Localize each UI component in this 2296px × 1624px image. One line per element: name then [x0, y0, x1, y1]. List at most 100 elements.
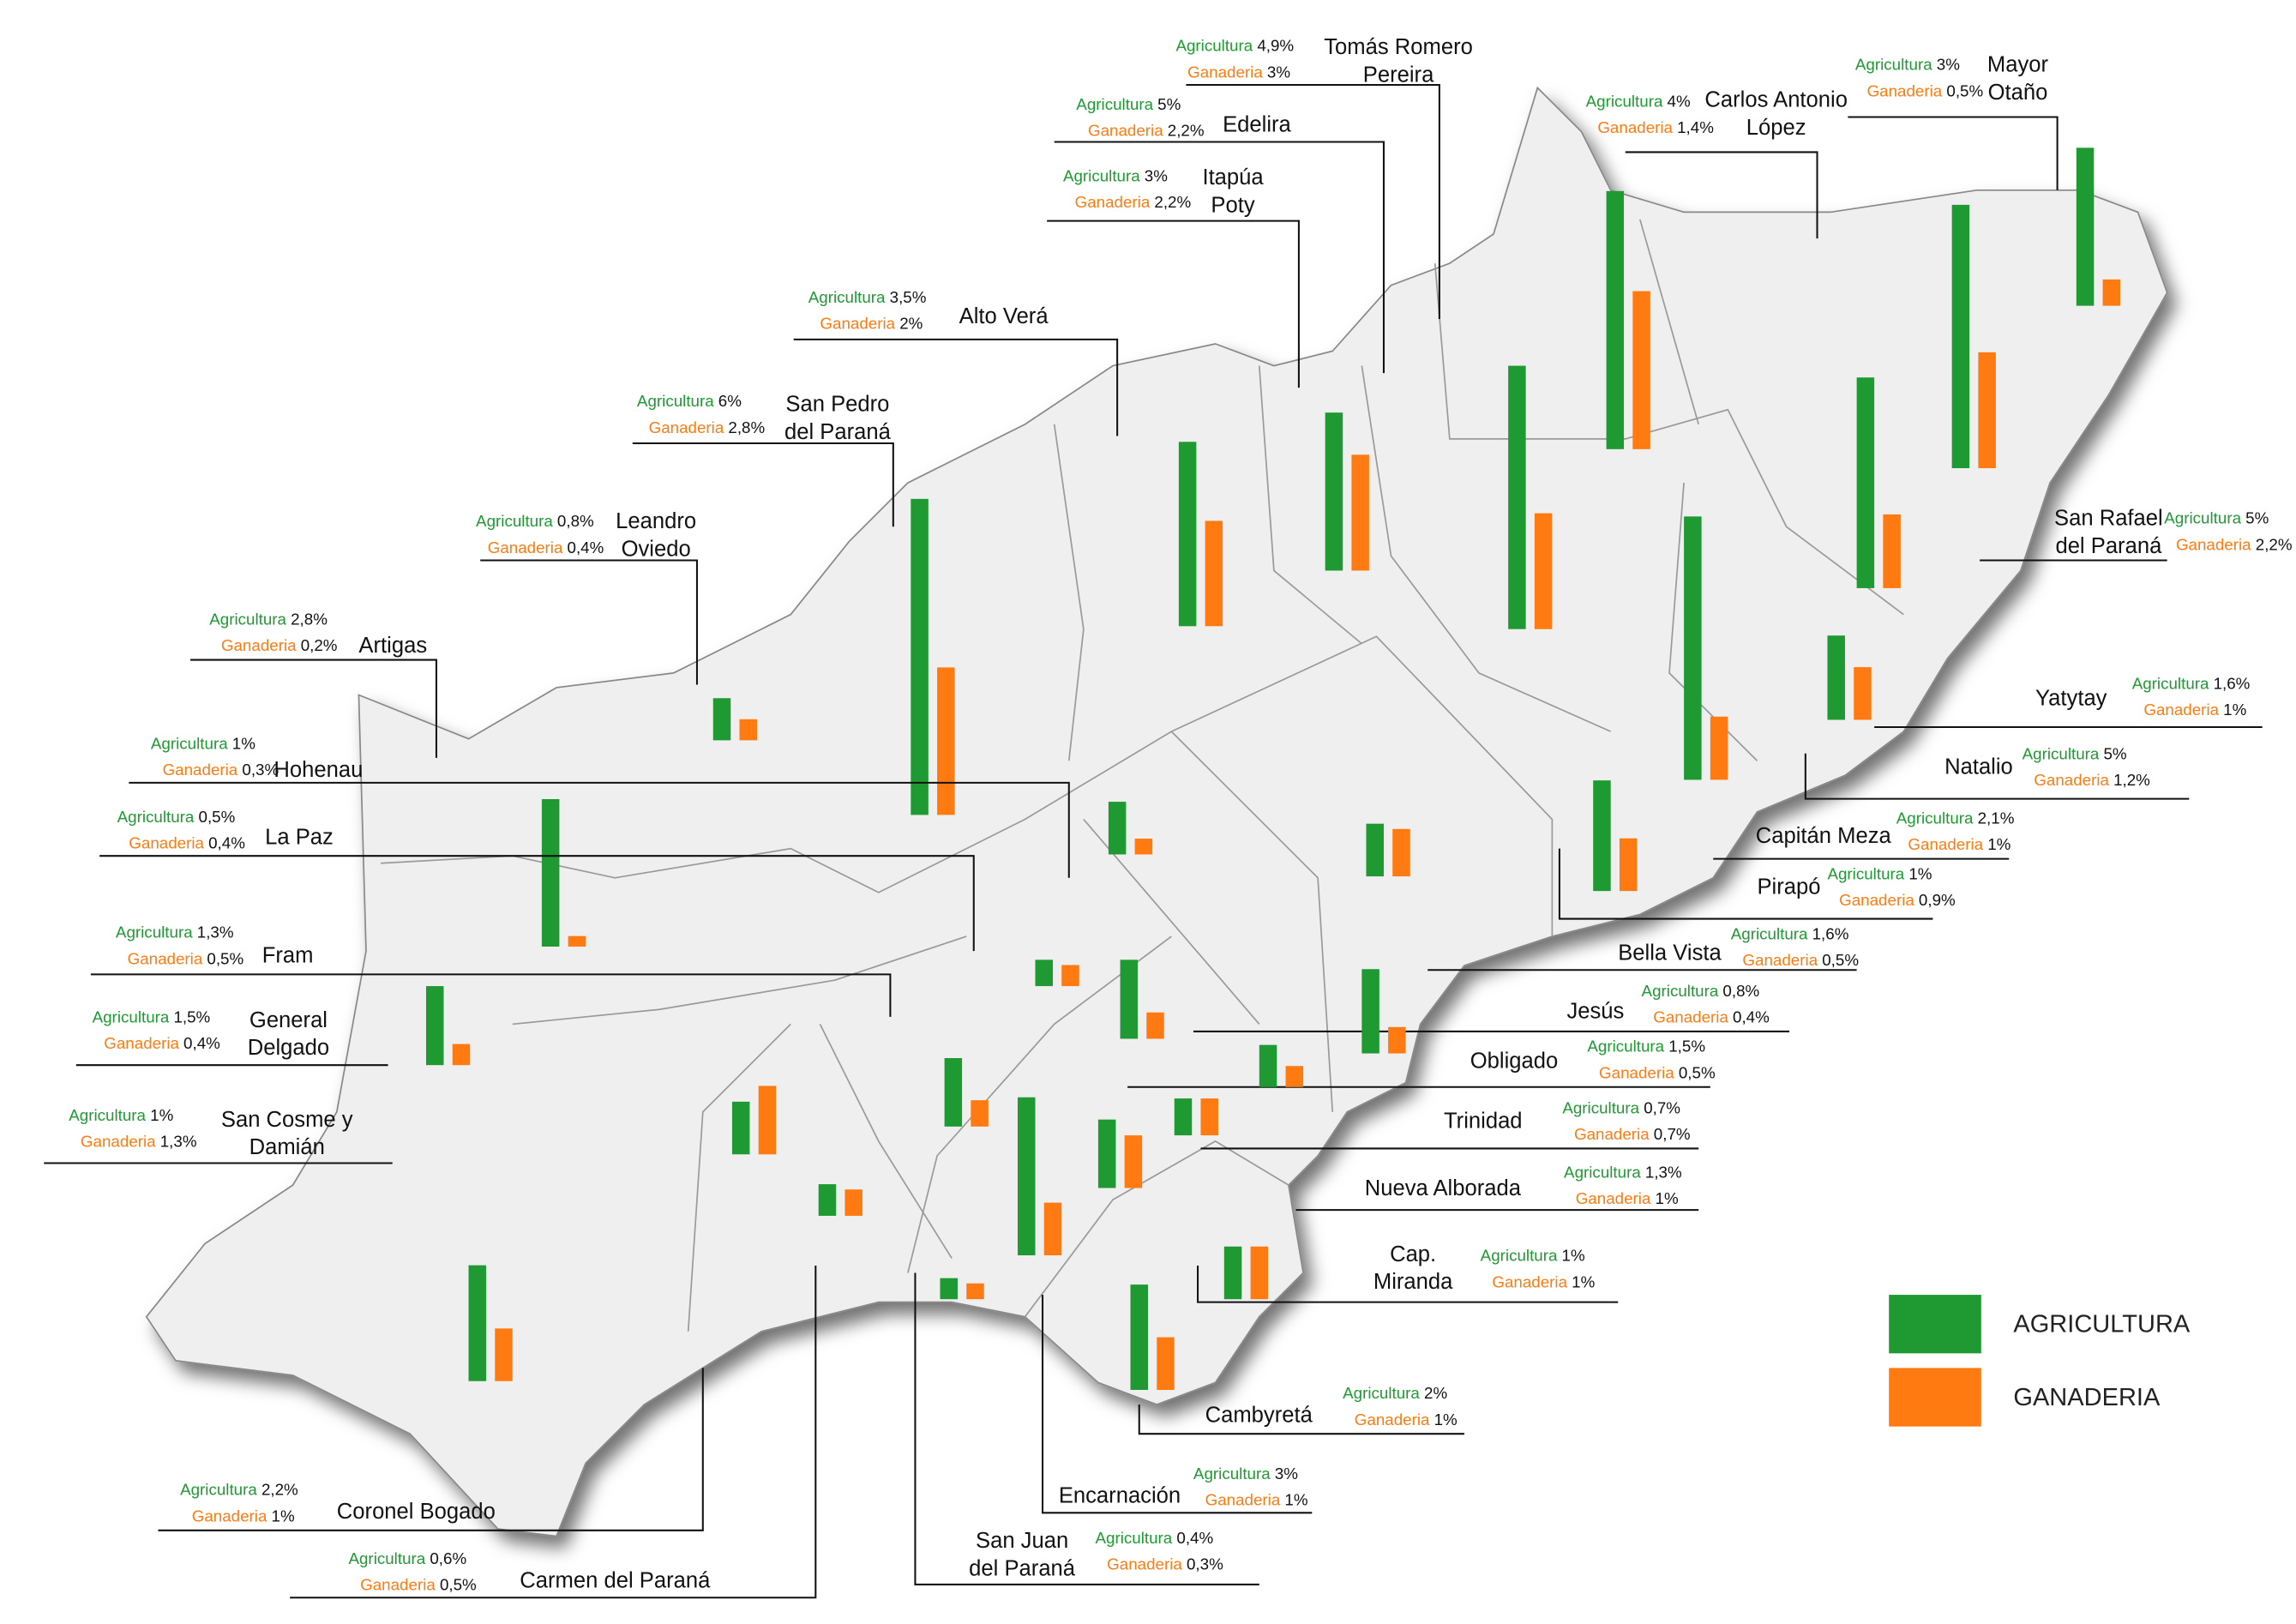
district-name: Fram: [262, 944, 314, 968]
ganaderia-label: Ganaderia: [1839, 891, 1914, 909]
agricultura-label: Agricultura: [1193, 1465, 1271, 1483]
ganaderia-label: Ganaderia: [1187, 63, 1263, 81]
ganaderia-value-label: 1%: [272, 1507, 295, 1525]
ganaderia-label: Ganaderia: [1653, 1008, 1728, 1026]
ganaderia-bar: [844, 1189, 863, 1216]
district-name: Nueva Alborada: [1365, 1176, 1522, 1200]
district-name: Edelira: [1223, 113, 1291, 137]
agricultura-bar: [1856, 377, 1875, 588]
agricultura-value-label: 0,6%: [430, 1549, 466, 1567]
agricultura-value-label: 2,2%: [261, 1481, 298, 1499]
ganaderia-value-label: 0,5%: [1946, 81, 1983, 99]
agricultura-label: Agricultura: [1642, 982, 1719, 1000]
ganaderia-bar: [971, 1100, 989, 1127]
agricultura-label: Agricultura: [2132, 675, 2209, 693]
agricultura-value-label: 3,5%: [890, 288, 927, 306]
department-outline: [145, 86, 2168, 1537]
district-name: Cap.: [1390, 1242, 1436, 1266]
ganaderia-label: Ganaderia: [192, 1507, 267, 1525]
ganaderia-label: Ganaderia: [360, 1576, 436, 1594]
district-name: La Paz: [265, 825, 334, 849]
ganaderia-label: Ganaderia: [1597, 118, 1673, 136]
ganaderia-value-label: 2,2%: [1154, 193, 1191, 211]
ganaderia-label: Ganaderia: [1867, 81, 1943, 99]
agricultura-label: Agricultura: [1586, 92, 1663, 110]
leader-line: [914, 1272, 1259, 1585]
agricultura-label: Agricultura: [209, 610, 286, 628]
ganaderia-value-label: 2%: [899, 315, 923, 333]
agricultura-bar: [1223, 1246, 1242, 1300]
ganaderia-value-label: 3%: [1267, 63, 1290, 81]
district-name: López: [1746, 116, 1806, 140]
ganaderia-value-label: 0,3%: [242, 761, 279, 779]
agricultura-label: Agricultura: [348, 1549, 425, 1567]
ganaderia-label: Ganaderia: [2034, 771, 2109, 789]
ganaderia-label: Ganaderia: [1576, 1189, 1651, 1207]
legend-label: GANADERIA: [2013, 1384, 2161, 1411]
leader-line: [632, 442, 894, 527]
agricultura-label: Agricultura: [1827, 864, 1904, 882]
agricultura-bar: [1366, 823, 1384, 877]
agricultura-value-label: 0,4%: [1176, 1529, 1213, 1547]
ganaderia-label: Ganaderia: [1492, 1272, 1567, 1290]
agricultura-value-label: 4%: [1668, 92, 1691, 110]
district-name: Pereira: [1363, 63, 1434, 87]
agricultura-bar: [1017, 1097, 1036, 1256]
agricultura-value-label: 5%: [2103, 744, 2126, 762]
ganaderia-value-label: 1%: [1284, 1491, 1307, 1509]
district-name: Oviedo: [622, 537, 691, 561]
district-name: Carlos Antonio: [1704, 88, 1848, 112]
ganaderia-bar: [1134, 839, 1153, 855]
agricultura-label: Agricultura: [93, 1008, 170, 1026]
agricultura-label: Agricultura: [1076, 95, 1153, 113]
district-name: Otaño: [1988, 81, 2048, 105]
ganaderia-value-label: 0,5%: [1822, 951, 1859, 969]
district-name: Obligado: [1470, 1050, 1559, 1074]
district-name: Natalio: [1944, 755, 2013, 779]
ganaderia-label: Ganaderia: [104, 1034, 179, 1052]
ganaderia-label: Ganaderia: [1205, 1491, 1281, 1509]
agricultura-label: Agricultura: [1731, 924, 1808, 942]
ganaderia-bar: [966, 1283, 984, 1300]
agricultura-value-label: 0,8%: [1722, 982, 1759, 1000]
agricultura-bar: [1120, 959, 1139, 1039]
agricultura-bar: [1259, 1044, 1277, 1087]
ganaderia-value-label: 1%: [1434, 1410, 1458, 1429]
ganaderia-value-label: 1%: [1987, 835, 2011, 853]
agricultura-bar: [468, 1265, 487, 1381]
agricultura-label: Agricultura: [151, 734, 228, 752]
ganaderia-value-label: 1,4%: [1677, 118, 1714, 136]
district-name: Leandro: [616, 509, 696, 533]
leader-line: [99, 855, 975, 952]
agricultura-value-label: 2,1%: [1978, 809, 2015, 827]
district-name: General: [249, 1008, 328, 1032]
ganaderia-value-label: 2,8%: [728, 418, 765, 436]
agricultura-value-label: 1%: [232, 734, 255, 752]
ganaderia-value-label: 0,7%: [1654, 1125, 1691, 1143]
agricultura-value-label: 1,3%: [1645, 1163, 1682, 1181]
leader-line: [129, 781, 1070, 878]
district-name: Itapúa: [1202, 165, 1264, 189]
district-name: Encarnación: [1059, 1483, 1181, 1507]
agricultura-value-label: 1,5%: [173, 1008, 210, 1026]
ganaderia-value-label: 1%: [1656, 1189, 1679, 1207]
agricultura-bar: [426, 986, 444, 1066]
ganaderia-bar: [739, 719, 757, 741]
ganaderia-bar: [1710, 716, 1728, 780]
ganaderia-label: Ganaderia: [1599, 1063, 1674, 1081]
leader-line: [190, 659, 437, 758]
agricultura-bar: [1178, 442, 1197, 627]
leader-line: [1047, 220, 1300, 388]
agricultura-label: Agricultura: [1481, 1247, 1558, 1265]
agricultura-label: Agricultura: [2023, 744, 2100, 762]
leader-line: [1054, 141, 1385, 374]
ganaderia-value-label: 1,2%: [2113, 771, 2150, 789]
ganaderia-bar: [1285, 1066, 1304, 1087]
agricultura-bar: [940, 1278, 958, 1300]
agricultura-bar: [1606, 190, 1625, 449]
agricultura-bar: [1035, 959, 1053, 987]
ganaderia-bar: [1534, 513, 1553, 629]
ganaderia-label: Ganaderia: [1742, 951, 1818, 969]
agricultura-bar: [1174, 1098, 1193, 1136]
ganaderia-value-label: 0,4%: [183, 1034, 220, 1052]
